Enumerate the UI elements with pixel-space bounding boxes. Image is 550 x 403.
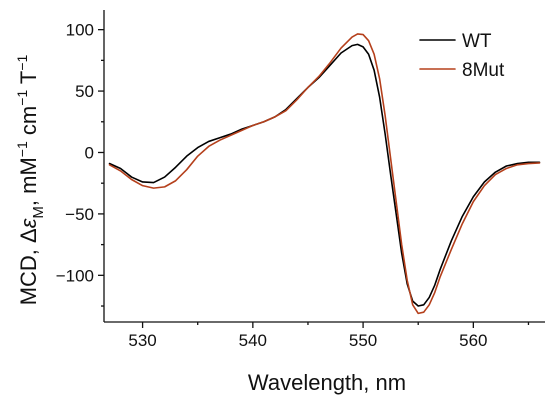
x-tick-label: 540 xyxy=(239,331,267,350)
legend: WT 8Mut xyxy=(419,31,505,81)
y-axis-title-units-b: cm xyxy=(16,106,41,141)
legend-label-wt: WT xyxy=(462,31,492,52)
series-line-8mut xyxy=(108,33,541,315)
x-tick-label: 560 xyxy=(459,331,487,350)
y-tick-label: −50 xyxy=(65,205,94,224)
series-line-wt xyxy=(108,43,541,307)
plot-series-group xyxy=(108,33,541,315)
y-tick-label: 100 xyxy=(66,21,94,40)
y-axis-title-sup-2: −1 xyxy=(14,90,30,106)
ticks-group: 530 540 550 560 100 50 0 −50 −100 xyxy=(56,21,530,350)
y-axis-title-prefix: MCD, Δ xyxy=(16,228,41,305)
y-tick-label: −100 xyxy=(56,266,94,285)
y-axis-title-units-c: T xyxy=(16,71,41,90)
x-tick-label: 550 xyxy=(349,331,377,350)
y-axis-title-units-a: , mM xyxy=(16,157,41,206)
y-axis-title-epsilon: ε xyxy=(16,218,41,228)
y-axis-title-sup-3: −1 xyxy=(14,54,30,70)
x-tick-label: 530 xyxy=(128,331,156,350)
y-tick-label: 50 xyxy=(75,82,94,101)
y-axis-title-sup-1: −1 xyxy=(14,141,30,157)
x-axis-title: Wavelength, nm xyxy=(248,370,406,395)
legend-label-8mut: 8Mut xyxy=(462,60,505,81)
y-tick-label: 0 xyxy=(85,143,94,162)
axes-group xyxy=(103,10,545,323)
y-axis-title-subscript: M xyxy=(30,206,47,219)
y-axis-title: MCD, ΔεM, mM−1 cm−1 T−1 xyxy=(14,54,47,305)
